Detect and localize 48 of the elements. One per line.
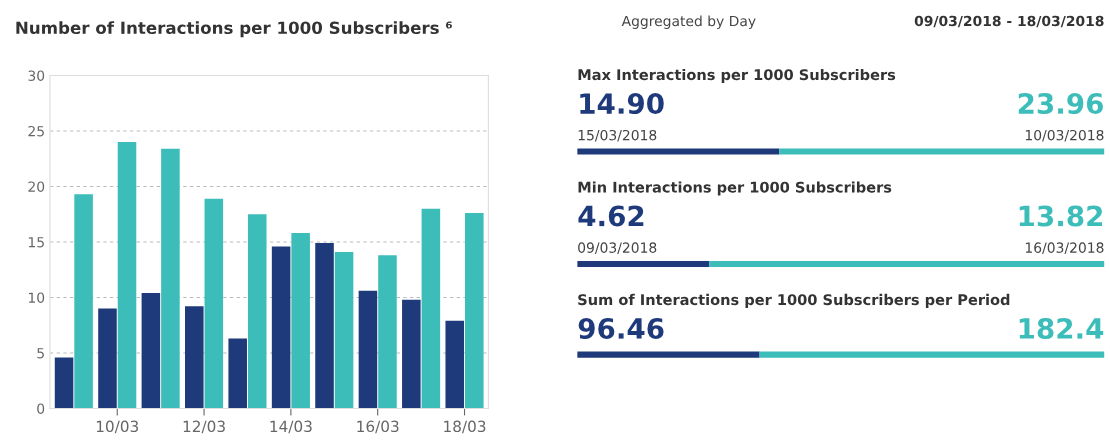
y-tick-label: 20 xyxy=(28,181,45,192)
bar xyxy=(291,233,310,409)
text: 09/03/2018 - 18/03/2018 xyxy=(914,15,1104,28)
bar xyxy=(402,299,421,409)
bar xyxy=(247,214,267,409)
bar xyxy=(161,148,180,409)
y-tick-label: 15 xyxy=(28,237,44,248)
text: 16/03/2018 xyxy=(1025,242,1104,254)
bar xyxy=(74,194,93,409)
data-label: 4.62 xyxy=(578,205,644,227)
category-label: Sum of Interactions per 1000 Subscribers per Period xyxy=(578,293,1010,308)
bar xyxy=(204,198,224,409)
bar xyxy=(185,306,204,409)
x-tick-label: 10/03 xyxy=(96,420,139,434)
data-label: 13.82 xyxy=(1019,205,1103,227)
bar xyxy=(445,320,465,409)
x-tick-label: 18/03 xyxy=(444,420,486,434)
bar xyxy=(271,246,291,409)
data-label: 182.4 xyxy=(1019,317,1104,339)
bar xyxy=(315,243,334,409)
text: 09/03/2018 xyxy=(578,242,657,254)
category-label: Max Interactions per 1000 Subscribers xyxy=(578,68,896,84)
bar xyxy=(54,357,74,409)
x-tick-label: 12/03 xyxy=(183,420,225,434)
data-label: 23.96 xyxy=(1018,93,1103,115)
data-label: 96.46 xyxy=(578,318,664,339)
bar xyxy=(141,293,161,409)
text: 15/03/2018 xyxy=(578,129,657,142)
text: Aggregated by Day xyxy=(621,15,756,29)
bar xyxy=(334,251,354,409)
x-tick-label: 14/03 xyxy=(270,420,312,434)
bar xyxy=(378,255,397,409)
bar xyxy=(117,142,137,409)
bar xyxy=(465,213,484,409)
text: 10/03/2018 xyxy=(1025,129,1104,142)
y-tick-label: 0 xyxy=(37,403,45,414)
bar xyxy=(421,208,441,409)
bar xyxy=(358,290,378,409)
category-label: Min Interactions per 1000 Subscribers xyxy=(578,181,892,196)
y-tick-label: 30 xyxy=(28,70,45,81)
y-tick-label: 5 xyxy=(37,348,44,359)
x-tick-label: 16/03 xyxy=(357,420,399,434)
y-tick-label: 25 xyxy=(28,125,44,137)
data-label: 14.90 xyxy=(580,93,664,115)
bar xyxy=(228,338,247,409)
y-tick-label: 10 xyxy=(28,292,45,303)
chart-title: Number of Interactions per 1000 Subscribers ⁶ xyxy=(16,21,452,38)
bar xyxy=(98,308,117,409)
